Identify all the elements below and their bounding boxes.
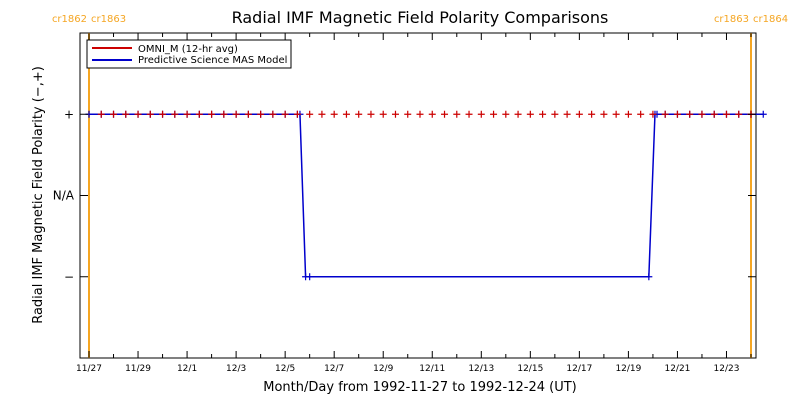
data-point	[110, 110, 118, 118]
data-point	[293, 110, 301, 118]
x-tick-label: 12/13	[468, 364, 494, 374]
y-tick-label: N/A	[53, 189, 75, 203]
data-point	[637, 110, 645, 118]
data-point	[600, 110, 608, 118]
data-point	[416, 110, 424, 118]
x-tick-label: 12/1	[177, 364, 197, 374]
y-tick-label: −	[64, 270, 74, 284]
data-point	[588, 110, 596, 118]
data-point	[183, 110, 191, 118]
data-point	[171, 110, 179, 118]
data-point	[318, 110, 326, 118]
data-point	[514, 110, 522, 118]
carrington-rotation-label: cr1863	[714, 14, 749, 25]
x-axis-label: Month/Day from 1992-11-27 to 1992-12-24 …	[263, 380, 576, 395]
data-point	[244, 110, 252, 118]
data-point	[502, 110, 510, 118]
data-point	[526, 110, 534, 118]
x-tick-label: 12/23	[714, 364, 740, 374]
x-tick-label: 12/21	[664, 364, 690, 374]
data-point	[612, 110, 620, 118]
x-tick-label: 11/27	[76, 364, 102, 374]
data-point	[330, 110, 338, 118]
data-point	[220, 110, 228, 118]
legend-label-mas: Predictive Science MAS Model	[138, 55, 287, 66]
carrington-rotation-label: cr1864	[753, 14, 788, 25]
series-omni	[97, 110, 755, 118]
data-point	[379, 110, 387, 118]
data-point	[465, 110, 473, 118]
data-point	[735, 110, 743, 118]
x-tick-label: 12/3	[226, 364, 246, 374]
data-point	[441, 110, 449, 118]
data-point	[698, 110, 706, 118]
data-point	[428, 110, 436, 118]
x-tick-label: 12/9	[373, 364, 393, 374]
data-point	[342, 110, 350, 118]
legend-box	[86, 39, 292, 69]
data-point	[551, 110, 559, 118]
data-point	[134, 110, 142, 118]
data-point	[355, 110, 363, 118]
x-tick-label: 12/19	[615, 364, 641, 374]
data-point	[722, 110, 730, 118]
series-line	[89, 113, 764, 278]
data-point	[710, 110, 718, 118]
data-point	[490, 110, 498, 118]
data-point	[645, 273, 653, 281]
data-point	[269, 110, 277, 118]
carrington-rotation-label: cr1862	[52, 14, 87, 25]
data-point	[232, 110, 240, 118]
data-point	[563, 110, 571, 118]
data-point	[404, 110, 412, 118]
x-tick-label: 12/15	[517, 364, 543, 374]
data-point	[195, 110, 203, 118]
chart-title: Radial IMF Magnetic Field Polarity Compa…	[232, 8, 609, 27]
data-point	[306, 110, 314, 118]
data-point	[281, 110, 289, 118]
x-tick-label: 12/17	[566, 364, 592, 374]
legend: OMNI_M (12-hr avg) Predictive Science MA…	[86, 39, 292, 69]
data-point	[759, 110, 767, 118]
data-point	[97, 110, 105, 118]
data-point	[649, 110, 657, 118]
data-point	[306, 273, 314, 281]
data-point	[661, 110, 669, 118]
data-point	[146, 110, 154, 118]
x-tick-label: 12/5	[275, 364, 295, 374]
data-point	[673, 110, 681, 118]
data-point	[367, 110, 375, 118]
data-point	[624, 110, 632, 118]
data-point	[159, 110, 167, 118]
data-point	[122, 110, 130, 118]
x-tick-label: 11/29	[125, 364, 151, 374]
carrington-rotation-label: cr1863	[91, 14, 126, 25]
x-tick-label: 12/7	[324, 364, 344, 374]
y-tick-label: +	[64, 107, 74, 121]
y-axis-label: Radial IMF Magnetic Field Polarity (−,+)	[31, 66, 46, 324]
data-point	[539, 110, 547, 118]
legend-label-omni: OMNI_M (12-hr avg)	[138, 44, 238, 55]
data-point	[208, 110, 216, 118]
data-point	[391, 110, 399, 118]
data-point	[453, 110, 461, 118]
series-mas	[85, 110, 767, 281]
data-point	[575, 110, 583, 118]
plot-frame	[79, 32, 757, 359]
data-point	[686, 110, 694, 118]
data-point	[477, 110, 485, 118]
x-tick-label: 12/11	[419, 364, 445, 374]
data-point	[257, 110, 265, 118]
